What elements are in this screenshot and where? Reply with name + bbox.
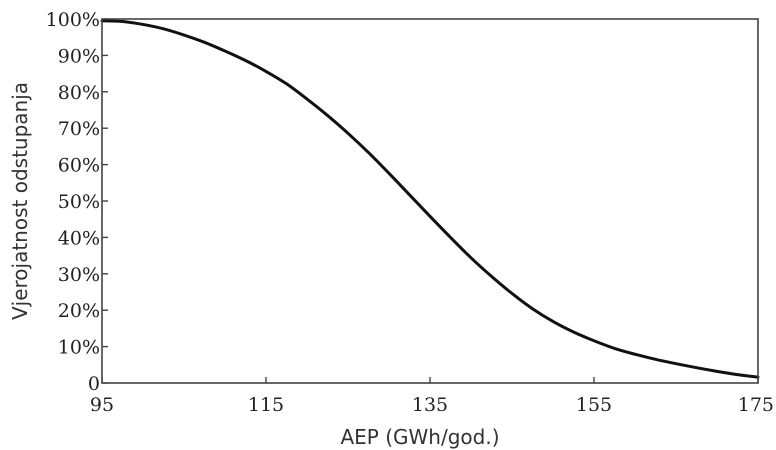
- y-tick-label: 0: [88, 373, 100, 395]
- y-tick-label: 10%: [58, 337, 100, 359]
- x-tick-label: 175: [738, 394, 774, 416]
- x-tick-label: 135: [412, 394, 448, 416]
- y-tick-label: 90%: [58, 45, 100, 67]
- y-axis-title: Vjerojatnost odstupanja: [8, 82, 32, 320]
- y-tick-label: 60%: [58, 155, 100, 177]
- x-axis-ticks: 95 115 135 155 175: [90, 377, 774, 416]
- y-tick-label: 80%: [58, 82, 100, 104]
- y-tick-label: 50%: [58, 191, 100, 213]
- x-tick-label: 95: [90, 394, 114, 416]
- plot-frame: [101, 18, 759, 384]
- series-layer: [100, 19, 760, 379]
- y-axis-ticks: 0 10% 20% 30% 40% 50% 60% 70% 80% 90% 100%: [46, 9, 108, 395]
- y-tick-label: 100%: [46, 9, 100, 31]
- x-axis-title: AEP (GWh/god.): [340, 425, 499, 449]
- y-tick-label: 70%: [58, 118, 100, 140]
- exceedance-curve: [100, 19, 760, 379]
- y-tick-label: 20%: [58, 300, 100, 322]
- y-tick-label: 40%: [58, 227, 100, 249]
- y-tick-label: 30%: [58, 264, 100, 286]
- x-tick-label: 155: [576, 394, 612, 416]
- x-tick-label: 115: [248, 394, 284, 416]
